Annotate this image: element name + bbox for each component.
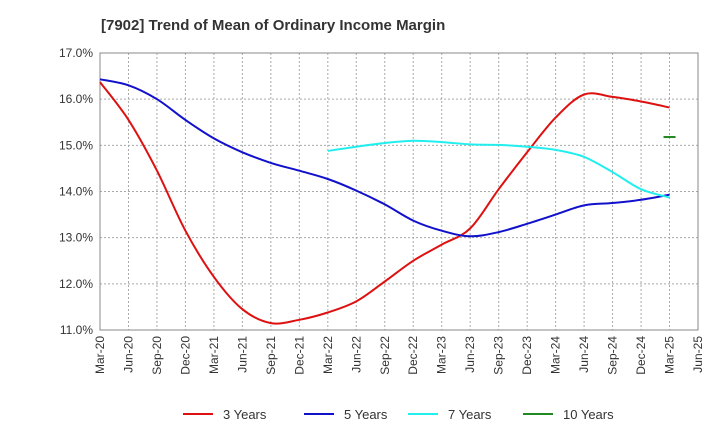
x-tick-label: Jun-23 [463,336,477,373]
y-tick-label: 13.0% [59,231,93,245]
y-tick-label: 11.0% [60,323,93,337]
series-line-7-years [327,139,670,199]
x-tick-label: Jun-25 [691,336,705,373]
x-tick-label: Sep-20 [150,336,164,375]
x-tick-label: Jun-22 [349,336,363,373]
series-line-5-years [99,78,670,238]
grid [99,52,699,331]
x-tick-label: Mar-23 [435,336,449,374]
x-tick-label: Dec-21 [292,336,306,375]
chart-title: [7902] Trend of Mean of Ordinary Income … [101,17,445,34]
y-tick-label: 16.0% [59,92,93,106]
x-tick-label: Jun-24 [577,336,591,373]
legend-label-5-years: 5 Years [344,407,388,422]
series-line-3-years [99,81,670,325]
x-tick-label: Mar-25 [663,336,677,374]
x-tick-label: Dec-23 [520,336,534,375]
x-tick-label: Dec-22 [406,336,420,375]
plot-area [99,52,699,331]
x-axis: Mar-20 Jun-20 Sep-20 Dec-20 Mar-21 Jun-21 Sep-… [93,336,705,375]
legend-label-3-years: 3 Years [223,407,267,422]
x-tick-label: Jun-20 [121,336,135,373]
y-tick-label: 15.0% [59,138,93,152]
x-tick-label: Sep-22 [378,336,392,375]
x-tick-label: Sep-23 [492,336,506,375]
x-tick-label: Sep-24 [606,336,620,375]
x-tick-label: Jun-21 [235,336,249,373]
x-tick-label: Mar-20 [93,336,107,374]
y-tick-label: 12.0% [59,277,93,291]
x-tick-label: Dec-24 [634,336,648,375]
legend-label-7-years: 7 Years [448,407,492,422]
y-tick-label: 14.0% [59,185,93,199]
x-tick-label: Mar-24 [549,336,563,374]
y-tick-label: 17.0% [59,46,93,60]
series-lines [99,78,676,325]
legend-label-10-years: 10 Years [563,407,614,422]
x-tick-label: Mar-22 [321,336,335,374]
legend: 3 Years 5 Years 7 Years 10 Years [183,407,614,422]
x-tick-label: Sep-21 [264,336,278,375]
x-tick-label: Mar-21 [207,336,221,374]
y-axis: 11.0% 12.0% 13.0% 14.0% 15.0% 16.0% 17.0% [59,46,93,337]
x-tick-label: Dec-20 [178,336,192,375]
